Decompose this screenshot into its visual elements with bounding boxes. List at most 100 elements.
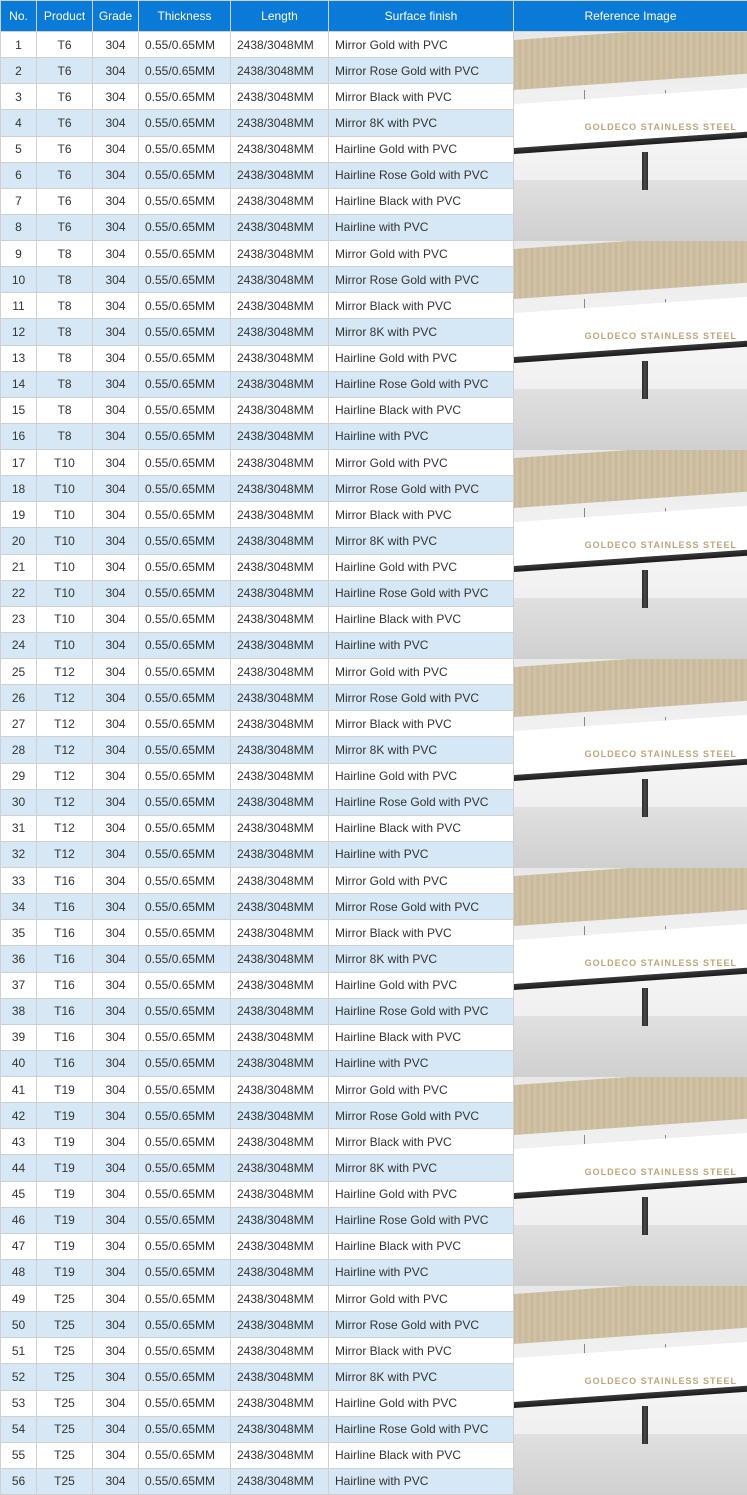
table-row: 41T193040.55/0.65MM2438/3048MMMirror Gol…	[1, 1077, 747, 1103]
table-row: 17T103040.55/0.65MM2438/3048MMMirror Gol…	[1, 450, 747, 476]
cell-grade: 304	[93, 1233, 139, 1259]
col-reference-image: Reference Image	[514, 1, 747, 32]
cell-thickness: 0.55/0.65MM	[139, 632, 231, 658]
cell-no: 28	[1, 737, 37, 763]
cell-no: 56	[1, 1468, 37, 1494]
cell-finish: Mirror Black with PVC	[329, 293, 514, 319]
cell-length: 2438/3048MM	[231, 528, 329, 554]
cell-thickness: 0.55/0.65MM	[139, 659, 231, 685]
product-spec-table: No. Product Grade Thickness Length Surfa…	[0, 0, 747, 1495]
cell-no: 2	[1, 58, 37, 84]
cell-product: T25	[37, 1416, 93, 1442]
cell-finish: Mirror Black with PVC	[329, 84, 514, 110]
cell-product: T10	[37, 554, 93, 580]
cell-no: 15	[1, 397, 37, 423]
cell-finish: Mirror Rose Gold with PVC	[329, 476, 514, 502]
cell-no: 39	[1, 1024, 37, 1050]
cell-finish: Mirror Gold with PVC	[329, 1286, 514, 1312]
cell-length: 2438/3048MM	[231, 136, 329, 162]
cell-grade: 304	[93, 1129, 139, 1155]
cell-grade: 304	[93, 946, 139, 972]
cell-reference-image: GOLDECO STAINLESS STEEL	[514, 32, 747, 241]
table-row: 33T163040.55/0.65MM2438/3048MMMirror Gol…	[1, 868, 747, 894]
cell-product: T10	[37, 580, 93, 606]
cell-length: 2438/3048MM	[231, 685, 329, 711]
cell-thickness: 0.55/0.65MM	[139, 32, 231, 58]
cell-product: T8	[37, 371, 93, 397]
cell-no: 14	[1, 371, 37, 397]
cell-grade: 304	[93, 319, 139, 345]
cell-no: 46	[1, 1207, 37, 1233]
cell-length: 2438/3048MM	[231, 162, 329, 188]
cell-no: 12	[1, 319, 37, 345]
cell-length: 2438/3048MM	[231, 1286, 329, 1312]
cell-thickness: 0.55/0.65MM	[139, 293, 231, 319]
cell-length: 2438/3048MM	[231, 894, 329, 920]
cell-finish: Mirror 8K with PVC	[329, 110, 514, 136]
cell-length: 2438/3048MM	[231, 58, 329, 84]
cell-length: 2438/3048MM	[231, 345, 329, 371]
cell-finish: Mirror Gold with PVC	[329, 659, 514, 685]
cell-thickness: 0.55/0.65MM	[139, 841, 231, 867]
cell-thickness: 0.55/0.65MM	[139, 789, 231, 815]
cell-thickness: 0.55/0.65MM	[139, 1155, 231, 1181]
reference-image: GOLDECO STAINLESS STEEL	[514, 450, 747, 658]
cell-grade: 304	[93, 659, 139, 685]
cell-length: 2438/3048MM	[231, 1155, 329, 1181]
cell-thickness: 0.55/0.65MM	[139, 711, 231, 737]
cell-reference-image: GOLDECO STAINLESS STEEL	[514, 659, 747, 868]
cell-finish: Hairline Rose Gold with PVC	[329, 998, 514, 1024]
table-row: 1T63040.55/0.65MM2438/3048MMMirror Gold …	[1, 32, 747, 58]
cell-finish: Hairline with PVC	[329, 841, 514, 867]
cell-thickness: 0.55/0.65MM	[139, 946, 231, 972]
cell-length: 2438/3048MM	[231, 972, 329, 998]
cell-grade: 304	[93, 1077, 139, 1103]
cell-grade: 304	[93, 1416, 139, 1442]
cell-product: T8	[37, 267, 93, 293]
cell-finish: Mirror Rose Gold with PVC	[329, 58, 514, 84]
cell-thickness: 0.55/0.65MM	[139, 998, 231, 1024]
cell-product: T25	[37, 1364, 93, 1390]
cell-length: 2438/3048MM	[231, 737, 329, 763]
cell-no: 29	[1, 763, 37, 789]
cell-product: T25	[37, 1442, 93, 1468]
cell-grade: 304	[93, 1312, 139, 1338]
cell-grade: 304	[93, 841, 139, 867]
cell-no: 3	[1, 84, 37, 110]
cell-finish: Hairline with PVC	[329, 632, 514, 658]
cell-product: T6	[37, 214, 93, 240]
cell-no: 48	[1, 1259, 37, 1285]
watermark-text: GOLDECO STAINLESS STEEL	[585, 958, 737, 968]
cell-grade: 304	[93, 1442, 139, 1468]
cell-finish: Hairline Rose Gold with PVC	[329, 1207, 514, 1233]
cell-finish: Mirror Black with PVC	[329, 502, 514, 528]
cell-thickness: 0.55/0.65MM	[139, 241, 231, 267]
cell-no: 18	[1, 476, 37, 502]
cell-product: T8	[37, 293, 93, 319]
cell-product: T12	[37, 841, 93, 867]
cell-thickness: 0.55/0.65MM	[139, 1390, 231, 1416]
watermark-text: GOLDECO STAINLESS STEEL	[585, 1376, 737, 1386]
table-header: No. Product Grade Thickness Length Surfa…	[1, 1, 747, 32]
cell-product: T16	[37, 894, 93, 920]
cell-grade: 304	[93, 1024, 139, 1050]
cell-length: 2438/3048MM	[231, 293, 329, 319]
cell-finish: Hairline Gold with PVC	[329, 345, 514, 371]
cell-grade: 304	[93, 214, 139, 240]
cell-product: T12	[37, 711, 93, 737]
reference-image: GOLDECO STAINLESS STEEL	[514, 868, 747, 1076]
cell-finish: Hairline Black with PVC	[329, 1024, 514, 1050]
cell-length: 2438/3048MM	[231, 580, 329, 606]
cell-grade: 304	[93, 32, 139, 58]
cell-length: 2438/3048MM	[231, 1103, 329, 1129]
cell-finish: Mirror Gold with PVC	[329, 241, 514, 267]
cell-grade: 304	[93, 136, 139, 162]
cell-thickness: 0.55/0.65MM	[139, 84, 231, 110]
cell-length: 2438/3048MM	[231, 659, 329, 685]
cell-no: 50	[1, 1312, 37, 1338]
cell-no: 19	[1, 502, 37, 528]
reference-image: GOLDECO STAINLESS STEEL	[514, 241, 747, 449]
cell-thickness: 0.55/0.65MM	[139, 214, 231, 240]
col-thickness: Thickness	[139, 1, 231, 32]
reference-image: GOLDECO STAINLESS STEEL	[514, 659, 747, 867]
